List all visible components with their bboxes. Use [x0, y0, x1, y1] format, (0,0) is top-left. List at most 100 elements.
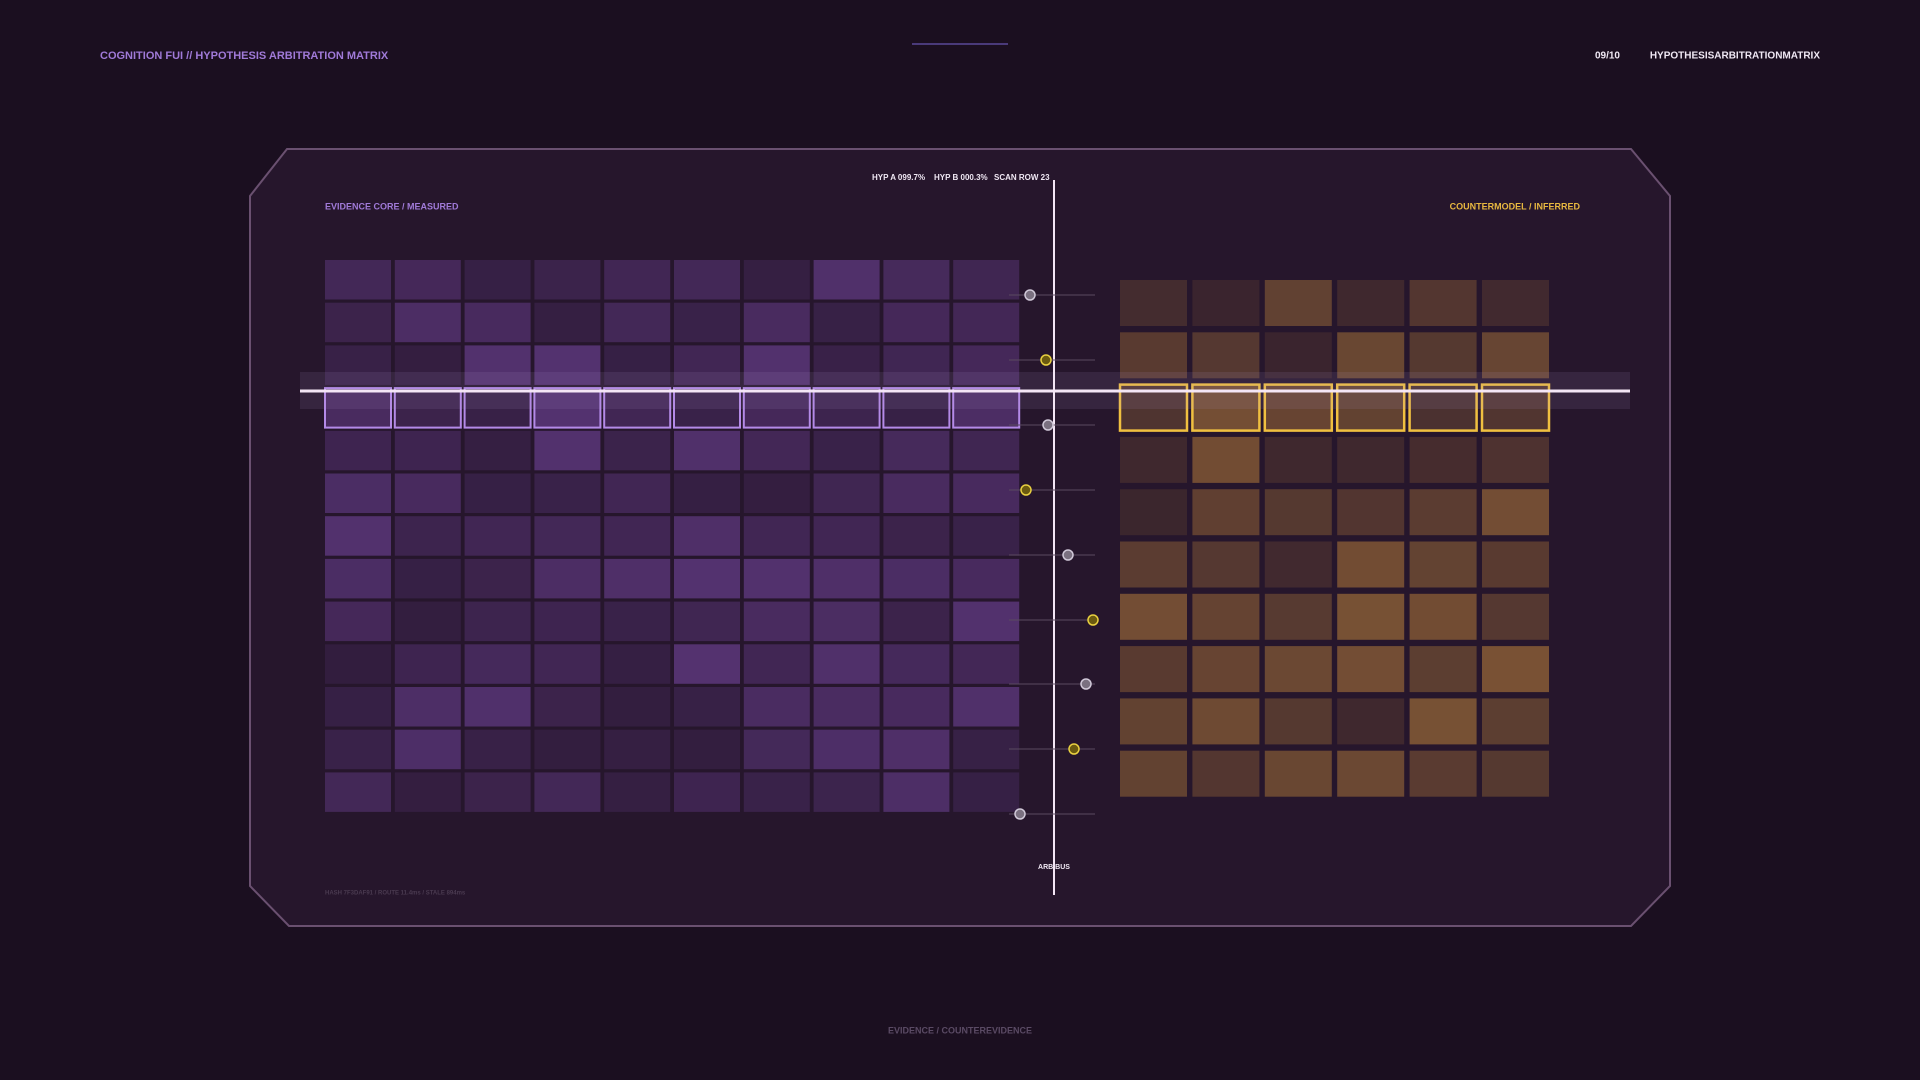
evidence-cell — [604, 687, 671, 727]
evidence-cell — [674, 687, 740, 727]
evidence-cell — [953, 772, 1020, 812]
evidence-cell — [883, 687, 950, 727]
evidence-cell — [394, 729, 461, 770]
counter-cell — [1192, 541, 1260, 588]
evidence-cell — [674, 430, 740, 471]
counter-cell — [1337, 436, 1405, 483]
evidence-cell — [674, 345, 740, 385]
evidence-cell — [953, 516, 1020, 556]
counter-cell — [1192, 436, 1260, 483]
evidence-cell — [674, 644, 740, 684]
hyp-a: HYP A 099.7% — [872, 173, 925, 182]
evidence-cell — [953, 345, 1020, 385]
arbiter-dots — [1009, 289, 1099, 820]
evidence-cell — [394, 644, 461, 684]
evidence-cell — [534, 558, 601, 599]
counter-cell — [1482, 436, 1549, 483]
evidence-cell — [604, 772, 671, 812]
evidence-cell — [394, 302, 461, 343]
evidence-cell — [953, 302, 1020, 343]
evidence-cell — [464, 302, 531, 343]
counter-cell — [1337, 332, 1405, 379]
evidence-cell — [604, 430, 671, 471]
evidence-cell — [393, 387, 462, 429]
evidence-cell — [742, 387, 811, 429]
evidence-cell — [464, 558, 531, 599]
evidence-cell — [813, 473, 880, 513]
counter-cell — [1264, 332, 1332, 379]
footer: EVIDENCE / COUNTEREVIDENCE — [888, 1025, 1032, 1035]
counter-cell — [1264, 436, 1332, 483]
counter-cell — [1482, 750, 1549, 797]
counter-cell — [1409, 541, 1477, 588]
evidence-cell — [464, 644, 531, 684]
arbiter-dot — [1080, 678, 1092, 690]
evidence-cell — [674, 473, 740, 513]
evidence-cell — [813, 687, 880, 727]
evidence-cell — [325, 772, 391, 812]
evidence-cell — [394, 345, 461, 385]
counter-cell — [1120, 489, 1187, 536]
counter-cell — [1192, 593, 1260, 640]
evidence-cell — [813, 260, 880, 300]
evidence-cell — [743, 260, 810, 300]
evidence-cell — [953, 644, 1020, 684]
evidence-cell — [394, 260, 461, 300]
evidence-cell — [534, 772, 601, 812]
counter-cell — [1409, 280, 1477, 326]
evidence-cell — [953, 558, 1020, 599]
evidence-cell — [325, 687, 391, 727]
evidence-cell — [953, 687, 1020, 727]
evidence-cell — [674, 729, 740, 770]
evidence-cell — [394, 558, 461, 599]
evidence-cell — [674, 260, 740, 300]
counter-cell — [1337, 541, 1405, 588]
counter-cell — [1192, 750, 1260, 797]
evidence-cell — [883, 729, 950, 770]
evidence-cell — [813, 729, 880, 770]
evidence-cell — [743, 345, 810, 385]
evidence-cell — [464, 516, 531, 556]
counter-cell — [1120, 750, 1187, 797]
evidence-cell — [464, 601, 531, 642]
evidence-cell — [883, 473, 950, 513]
evidence-cell — [604, 473, 671, 513]
counter-cell — [1120, 280, 1187, 326]
evidence-cell — [674, 601, 740, 642]
evidence-cell — [604, 558, 671, 599]
left-label: EVIDENCE CORE / MEASURED — [325, 201, 459, 211]
evidence-cell — [743, 687, 810, 727]
counter-cell — [1192, 646, 1260, 693]
counter-cell — [1264, 646, 1332, 693]
evidence-cell — [953, 601, 1020, 642]
header-title: COGNITION FUI // HYPOTHESIS ARBITRATION … — [100, 50, 389, 62]
evidence-cell — [325, 260, 391, 300]
evidence-cell — [604, 601, 671, 642]
evidence-cell — [325, 729, 391, 770]
evidence-cell — [325, 473, 391, 513]
evidence-cell — [813, 772, 880, 812]
evidence-cell — [883, 772, 950, 812]
bus-label: ARB BUS — [1038, 864, 1070, 871]
counter-cell — [1337, 750, 1405, 797]
evidence-cell — [883, 260, 950, 300]
evidence-cell — [813, 558, 880, 599]
counter-cell — [1409, 436, 1477, 483]
counter-cell — [1409, 698, 1477, 745]
counter-cell — [1482, 280, 1549, 326]
evidence-cell — [324, 387, 392, 429]
arbiter-dot — [1020, 484, 1032, 496]
footnote: HASH 7F3DAF91 / ROUTE 11.4ms / STALE 894… — [325, 891, 466, 897]
evidence-cell — [883, 644, 950, 684]
evidence-cell — [534, 516, 601, 556]
evidence-cell — [325, 430, 391, 471]
counter-cell — [1337, 646, 1405, 693]
evidence-cell — [534, 302, 601, 343]
scan-row: SCAN ROW 23 — [994, 173, 1050, 182]
counter-cell — [1120, 646, 1187, 693]
evidence-cell — [604, 302, 671, 343]
counter-cell — [1192, 489, 1260, 536]
counter-cell — [1482, 489, 1549, 536]
evidence-cell — [463, 387, 532, 429]
counter-cell — [1409, 646, 1477, 693]
